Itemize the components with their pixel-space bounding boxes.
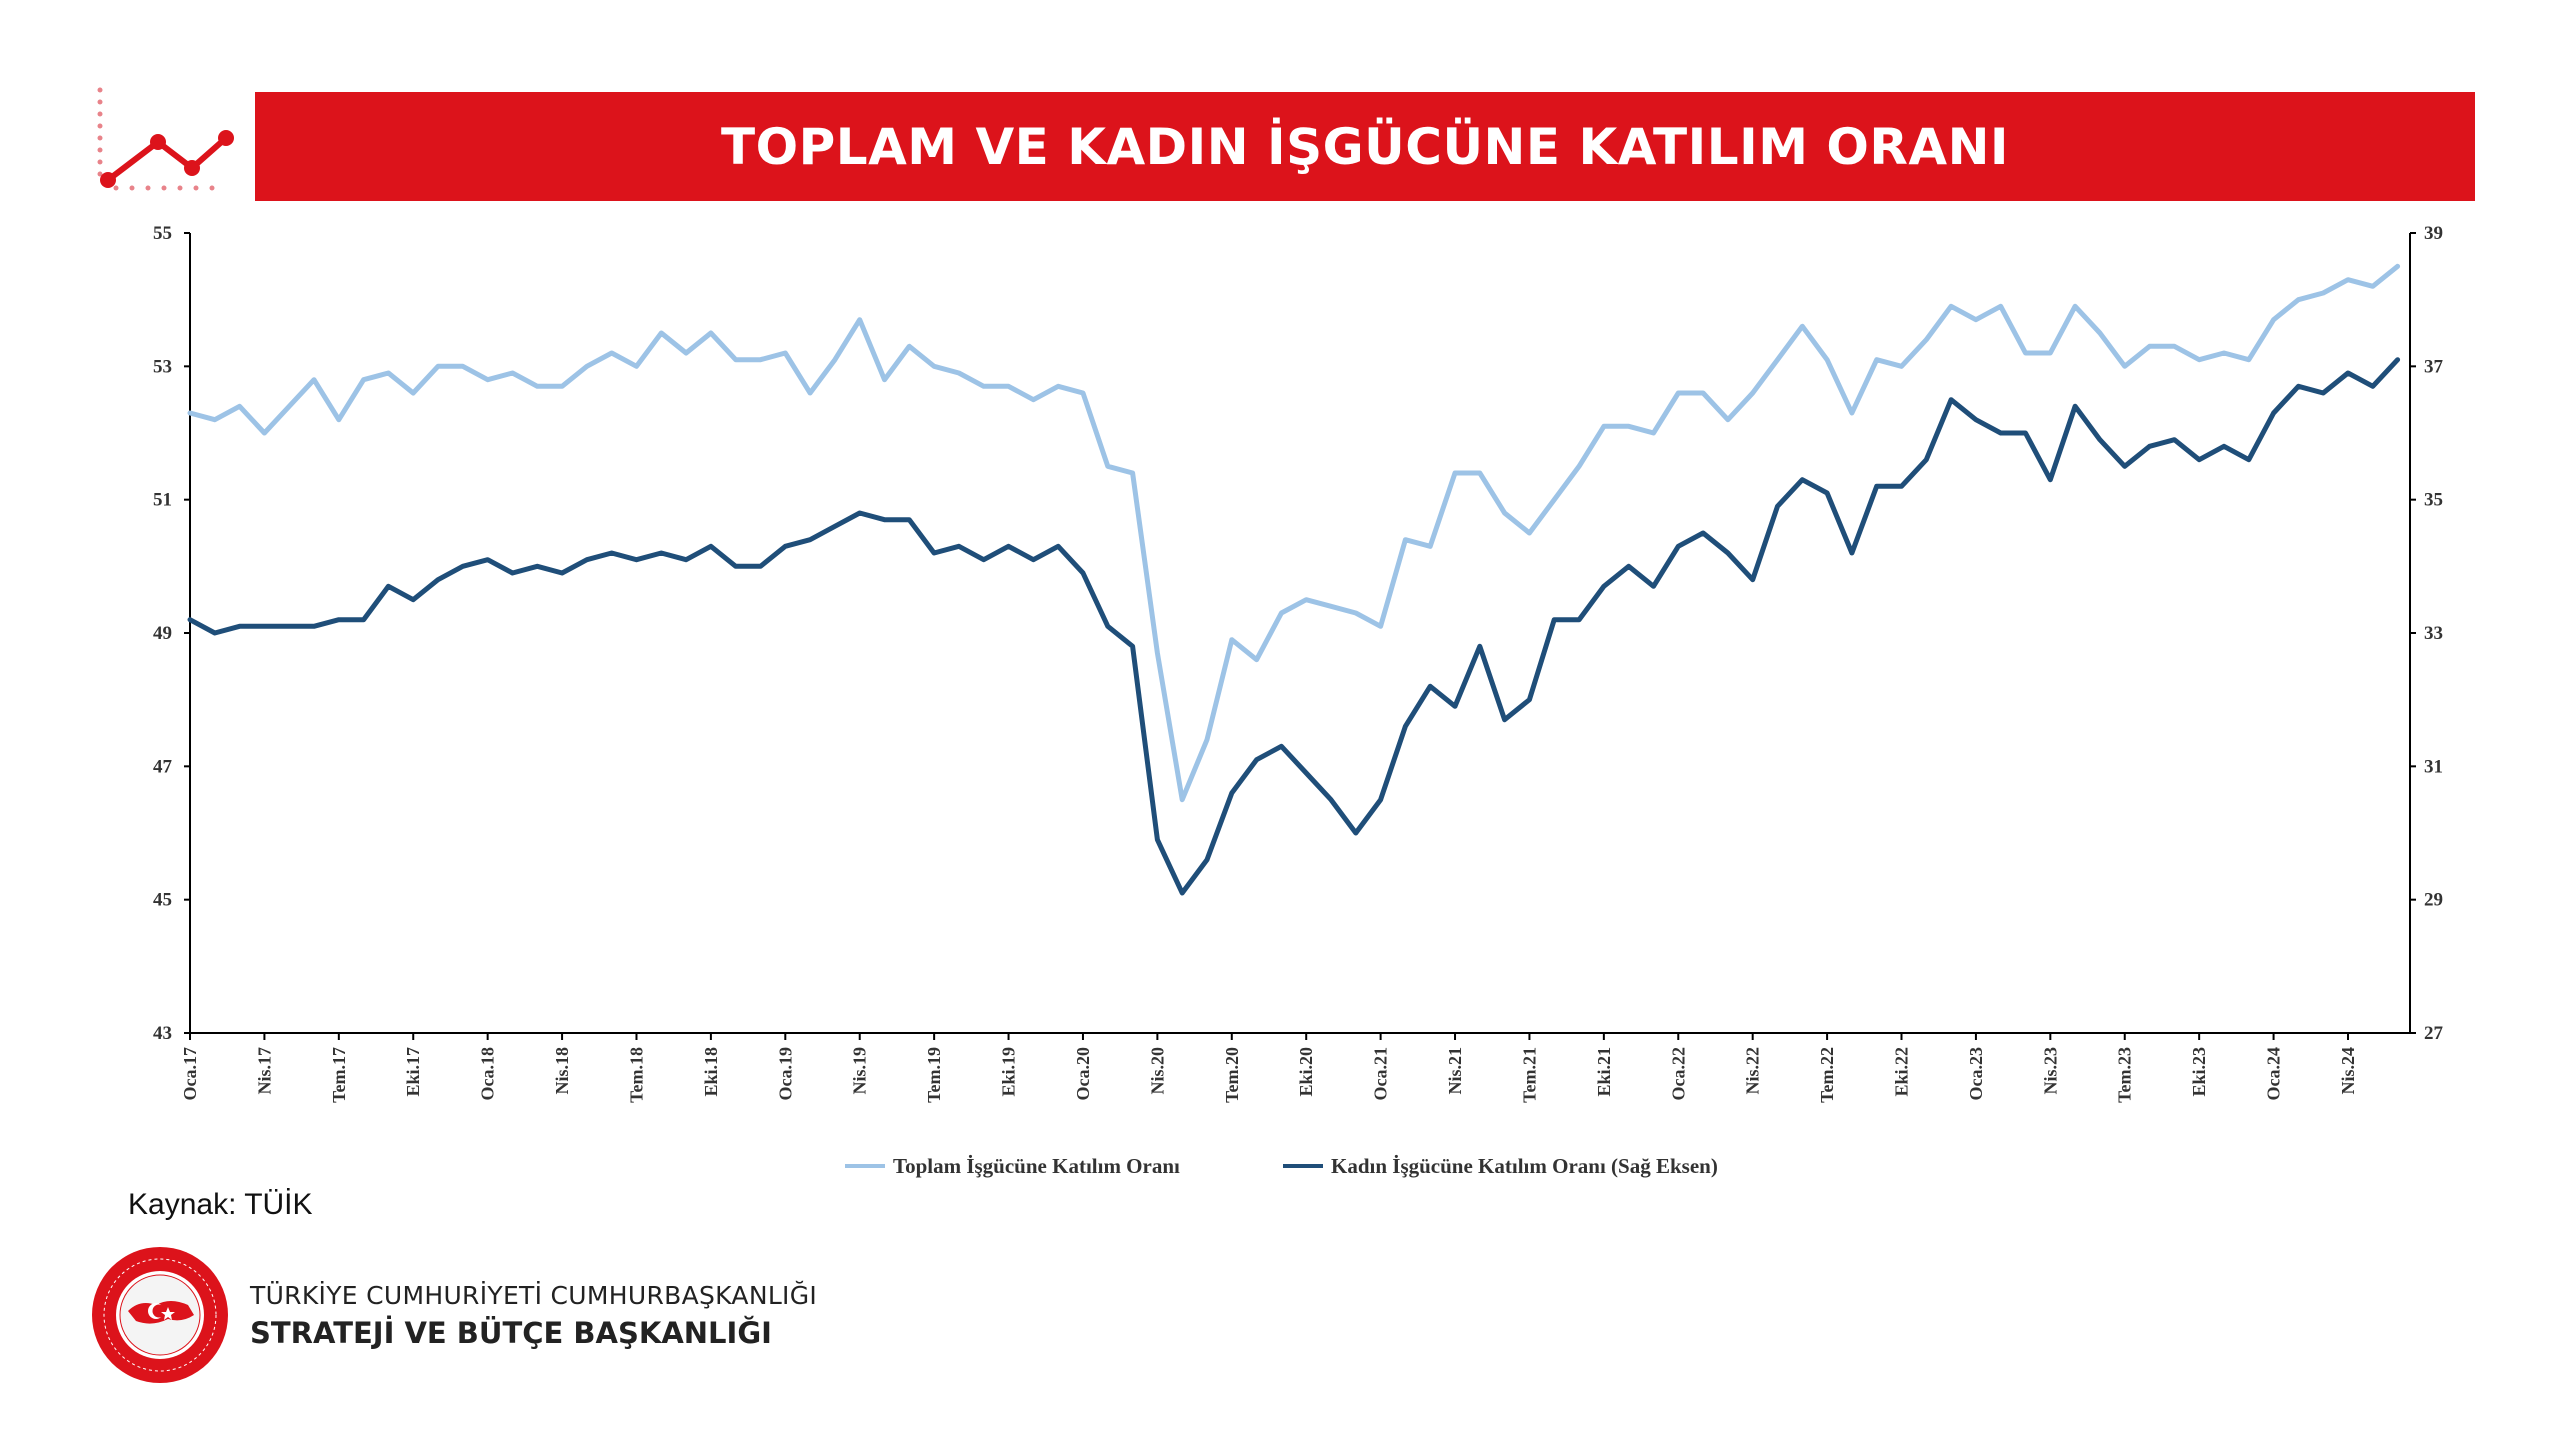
header-bar: TOPLAM VE KADIN İŞGÜCÜNE KATILIM ORANI: [255, 92, 2475, 201]
x-tick-label: Oca.22: [1668, 1047, 1688, 1101]
x-tick-label: Oca.24: [2264, 1047, 2284, 1101]
left-axis-ticks: 43 45 47 49 51 53 55: [153, 223, 190, 1044]
left-tick-label: 45: [153, 890, 172, 911]
x-tick-label: Nis.22: [1743, 1047, 1763, 1095]
right-tick-label: 39: [2424, 223, 2443, 244]
right-tick-label: 37: [2424, 356, 2444, 377]
left-tick-label: 47: [153, 756, 173, 777]
x-tick-label: Nis.23: [2040, 1047, 2060, 1095]
x-tick-label: Oca.20: [1073, 1047, 1093, 1101]
right-tick-label: 27: [2424, 1023, 2444, 1044]
organization-line-1: TÜRKİYE CUMHURİYETİ CUMHURBAŞKANLIĞI: [250, 1280, 818, 1310]
x-tick-label: Nis.17: [254, 1047, 274, 1095]
x-tick-label: Oca.19: [775, 1047, 795, 1101]
left-tick-label: 43: [153, 1023, 172, 1044]
series-line-total: [187, 263, 2401, 803]
page-title: TOPLAM VE KADIN İŞGÜCÜNE KATILIM ORANI: [720, 117, 2010, 176]
x-tick-label: Tem.17: [329, 1047, 349, 1103]
left-tick-label: 55: [153, 223, 172, 244]
right-tick-label: 29: [2424, 890, 2443, 911]
x-tick-label: Tem.18: [626, 1047, 646, 1103]
x-tick-label: Tem.22: [1817, 1047, 1837, 1103]
x-tick-label: Oca.21: [1371, 1047, 1391, 1101]
right-tick-label: 35: [2424, 490, 2443, 511]
organization-line-2: STRATEJİ VE BÜTÇE BAŞKANLIĞI: [250, 1315, 772, 1350]
x-tick-label: Nis.21: [1445, 1047, 1465, 1095]
legend-label-total: Toplam İşgücüne Katılım Oranı: [893, 1154, 1180, 1178]
x-tick-label: Nis.24: [2338, 1047, 2358, 1095]
organization-block: TÜRKİYE CUMHURİYETİ CUMHURBAŞKANLIĞI STR…: [90, 1245, 817, 1385]
series-line-women: [187, 357, 2401, 896]
x-tick-label: Nis.19: [850, 1047, 870, 1095]
x-tick-label: Oca.23: [1966, 1047, 1986, 1101]
x-tick-label: Tem.19: [924, 1047, 944, 1103]
x-tick-label: Tem.23: [2115, 1047, 2135, 1103]
right-tick-label: 33: [2424, 623, 2443, 644]
right-axis-ticks: 27 29 31 33 35 37 39: [2410, 223, 2444, 1044]
x-tick-label: Eki.17: [403, 1047, 423, 1097]
x-tick-label: Eki.21: [1594, 1047, 1614, 1097]
source-note: Kaynak: TÜİK: [128, 1188, 313, 1221]
x-tick-label: Eki.23: [2189, 1047, 2209, 1097]
x-tick-label: Eki.19: [999, 1047, 1019, 1097]
trend-chart-icon: [97, 87, 234, 191]
x-tick-label: Tem.21: [1519, 1047, 1539, 1103]
presidency-seal-icon: [92, 1247, 228, 1383]
x-tick-label: Oca.18: [478, 1047, 498, 1101]
left-tick-label: 51: [153, 490, 172, 511]
x-tick-label: Eki.20: [1296, 1047, 1316, 1097]
x-axis-ticks: Oca.17 Nis.17 Tem.17 Eki.17 Oca.18 Nis.18 Tem.…: [180, 1033, 2358, 1103]
left-tick-label: 49: [153, 623, 172, 644]
x-tick-label: Nis.18: [552, 1047, 572, 1095]
series-lines: [187, 263, 2401, 896]
x-tick-label: Eki.22: [1892, 1047, 1912, 1097]
chart-axes: [189, 233, 2411, 1034]
x-tick-label: Nis.20: [1147, 1047, 1167, 1095]
organization-name: TÜRKİYE CUMHURİYETİ CUMHURBAŞKANLIĞI STR…: [250, 1281, 817, 1350]
left-tick-label: 53: [153, 356, 172, 377]
x-tick-label: Eki.18: [701, 1047, 721, 1097]
right-tick-label: 31: [2424, 756, 2443, 777]
legend-label-women: Kadın İşgücüne Katılım Oranı (Sağ Eksen): [1331, 1154, 1718, 1178]
x-tick-label: Tem.20: [1222, 1047, 1242, 1103]
chart-legend: Toplam İşgücüne Katılım Oranı Kadın İşgü…: [845, 1154, 1718, 1178]
x-tick-label: Oca.17: [180, 1047, 200, 1101]
